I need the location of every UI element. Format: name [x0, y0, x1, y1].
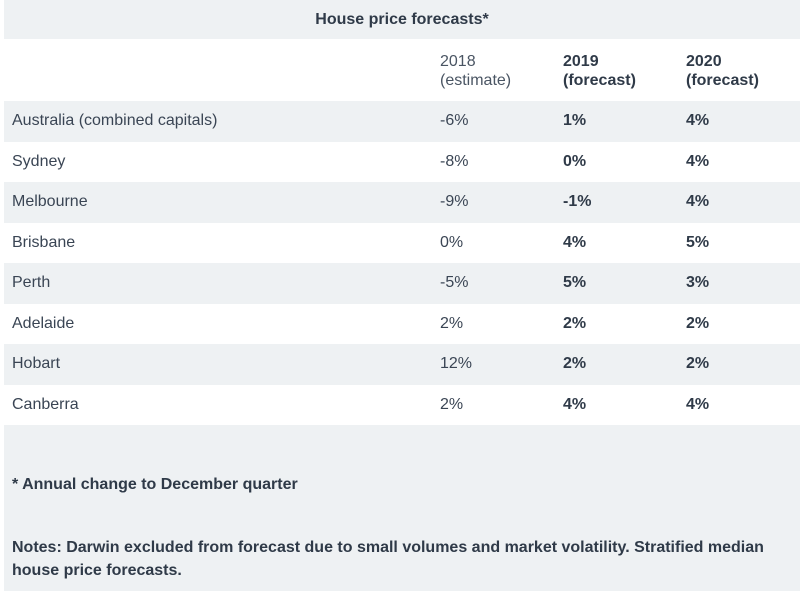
- header-2020: 2020 (forecast): [686, 52, 759, 90]
- value-2018: 2%: [440, 395, 464, 413]
- value-2019: 0%: [563, 152, 587, 170]
- value-2020: 2%: [686, 314, 710, 332]
- header-2018-label: (estimate): [440, 72, 512, 89]
- table-header-row: 2018 (estimate) 2019 (forecast) 2020 (fo…: [4, 39, 800, 101]
- city-name: Adelaide: [12, 314, 75, 332]
- value-2020: 3%: [686, 274, 710, 292]
- notes-text: Notes: Darwin excluded from forecast due…: [12, 539, 764, 579]
- table-row: Sydney -8% 0% 4%: [4, 141, 800, 182]
- value-2020: 4%: [686, 112, 710, 130]
- forecast-table: House price forecasts* 2018 (estimate) 2…: [4, 0, 800, 591]
- value-2019: 5%: [563, 274, 587, 292]
- table-row: Canberra 2% 4% 4%: [4, 384, 800, 425]
- header-2018: 2018 (estimate): [440, 52, 511, 90]
- city-name: Perth: [12, 274, 51, 292]
- value-2020: 4%: [686, 395, 710, 413]
- value-2018: -8%: [440, 152, 469, 170]
- value-2018: 2%: [440, 314, 464, 332]
- value-2020: 2%: [686, 355, 710, 373]
- value-2019: 1%: [563, 112, 587, 130]
- table-row: Australia (combined capitals) -6% 1% 4%: [4, 101, 800, 142]
- value-2020: 4%: [686, 193, 710, 211]
- city-name: Brisbane: [12, 233, 76, 251]
- table-title-text: House price forecasts*: [315, 10, 489, 28]
- city-name: Melbourne: [12, 193, 88, 211]
- value-2020: 5%: [686, 233, 710, 251]
- header-2018-year: 2018: [440, 53, 476, 70]
- header-2019-year: 2019: [563, 53, 599, 70]
- city-name: Australia (combined capitals): [12, 112, 218, 130]
- value-2018: 12%: [440, 355, 473, 373]
- header-2020-year: 2020: [686, 53, 722, 70]
- value-2018: -5%: [440, 274, 469, 292]
- city-name: Sydney: [12, 152, 66, 170]
- value-2020: 4%: [686, 152, 710, 170]
- value-2019: -1%: [563, 193, 592, 211]
- table-row: Hobart 12% 2% 2%: [4, 344, 800, 385]
- header-2019: 2019 (forecast): [563, 52, 636, 90]
- value-2019: 2%: [563, 355, 587, 373]
- city-name: Hobart: [12, 355, 61, 373]
- header-2020-label: (forecast): [686, 72, 759, 89]
- value-2018: 0%: [440, 233, 464, 251]
- footnote: * Annual change to December quarter: [12, 476, 298, 493]
- table-row: Perth -5% 5% 3%: [4, 263, 800, 304]
- notes-section: * Annual change to December quarter Note…: [4, 425, 800, 591]
- value-2019: 4%: [563, 233, 587, 251]
- header-2019-label: (forecast): [563, 72, 636, 89]
- value-2018: -6%: [440, 112, 469, 130]
- value-2018: -9%: [440, 193, 469, 211]
- value-2019: 4%: [563, 395, 587, 413]
- value-2019: 2%: [563, 314, 587, 332]
- table-row: Adelaide 2% 2% 2%: [4, 303, 800, 344]
- table-row: Brisbane 0% 4% 5%: [4, 222, 800, 263]
- table-title: House price forecasts*: [4, 0, 800, 39]
- table-row: Melbourne -9% -1% 4%: [4, 182, 800, 223]
- city-name: Canberra: [12, 395, 79, 413]
